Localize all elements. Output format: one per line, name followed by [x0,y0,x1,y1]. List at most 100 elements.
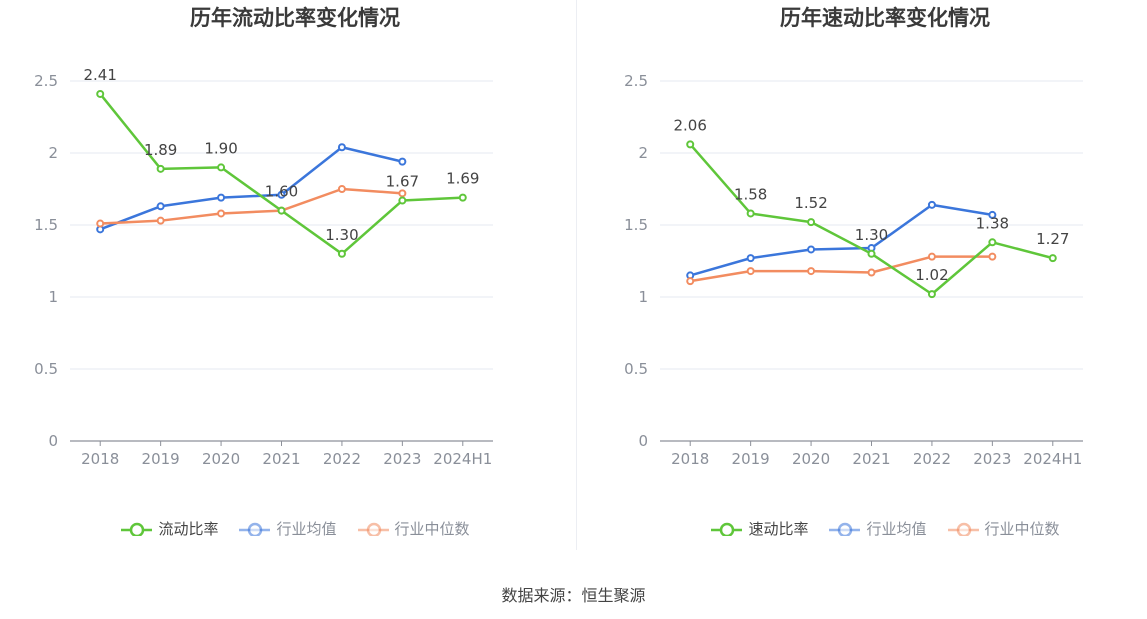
data-point[interactable] [927,200,936,209]
legend-item[interactable]: 行业中位数 [357,518,470,539]
legend-swatch-icon [357,522,389,536]
data-label: 1.52 [794,194,827,212]
data-point[interactable] [807,267,816,276]
y-tick-label: 2.5 [34,72,58,90]
legend-label: 行业均值 [866,520,927,538]
data-source-note: 数据来源：恒生聚源 [501,586,646,605]
data-point[interactable] [1048,254,1057,263]
x-tick-label: 2022 [323,450,361,468]
legend-item[interactable]: 流动比率 [120,518,218,539]
x-tick-label: 2022 [913,450,951,468]
data-point[interactable] [746,254,755,263]
data-point[interactable] [337,143,346,152]
legend-label: 行业中位数 [984,520,1060,538]
data-label: 1.30 [855,226,888,244]
series-line [100,187,403,225]
legend-item[interactable]: 速动比率 [710,518,808,539]
legend-swatch-icon [711,522,743,536]
y-tick-label: 1.5 [624,216,648,234]
current-ratio-chart: 0 0.5 1 1.5 2 2.5 2018 2019 2020 2021 2022 2023 2024… [34,66,493,468]
data-point[interactable] [398,157,407,166]
chart-legend: 流动比率 行业均值 行业中位数 [15,518,575,539]
data-point[interactable] [458,193,467,202]
data-point[interactable] [807,245,816,254]
chart-title: 历年速动比率变化情况 [780,6,990,30]
legend-label: 行业均值 [276,520,337,538]
data-point[interactable] [927,290,936,299]
y-tick-label: 2 [48,144,58,162]
legend-label: 流动比率 [158,520,219,538]
y-tick-label: 0.5 [34,360,58,378]
legend-swatch-icon [121,522,153,536]
data-label: 1.30 [325,226,358,244]
data-point[interactable] [156,216,165,225]
data-point[interactable] [96,89,105,98]
data-point[interactable] [988,238,997,247]
data-point[interactable] [686,277,695,286]
y-tick-label: 2.5 [624,72,648,90]
x-tick-label: 2019 [732,450,770,468]
data-point[interactable] [337,185,346,193]
legend-item[interactable]: 行业中位数 [947,518,1060,539]
panel-divider [576,0,577,550]
chart-legend: 速动比率 行业均值 行业中位数 [605,518,1147,539]
data-point[interactable] [96,219,105,228]
data-label: 2.41 [84,66,117,84]
data-label: 1.38 [976,214,1009,232]
y-tick-label: 2 [638,144,648,162]
y-tick-label: 1 [48,288,58,306]
data-point[interactable] [746,209,755,218]
data-point[interactable] [277,206,286,215]
data-point[interactable] [398,189,407,198]
legend-swatch-icon [239,522,271,536]
data-label: 1.89 [144,141,177,159]
x-tick-label: 2019 [142,450,180,468]
x-tick-label: 2021 [262,450,300,468]
y-tick-label: 1.5 [34,216,58,234]
chart-title: 历年流动比率变化情况 [190,6,400,30]
data-label: 1.90 [204,139,237,157]
data-point[interactable] [988,210,997,219]
data-point[interactable] [988,252,997,261]
x-tick-label: 2024H1 [1023,450,1082,468]
legend-item[interactable]: 行业均值 [828,518,927,539]
x-tick-label: 2021 [852,450,890,468]
series-line [99,145,403,231]
data-label: 1.67 [386,173,419,191]
data-point[interactable] [337,249,346,258]
series-line [689,203,993,277]
data-point[interactable] [277,190,286,199]
data-label: 2.06 [674,116,707,134]
series-line [690,255,993,283]
data-point[interactable] [927,252,936,261]
legend-item[interactable]: 行业均值 [238,518,337,539]
data-point[interactable] [217,163,226,172]
data-point[interactable] [156,164,165,173]
data-point[interactable] [867,268,876,277]
data-point[interactable] [217,193,226,202]
data-point[interactable] [686,140,695,149]
y-tick-label: 0 [638,432,648,450]
x-tick-label: 2020 [792,450,830,468]
legend-label: 速动比率 [748,520,809,538]
data-point[interactable] [867,249,876,258]
data-point[interactable] [398,196,407,205]
x-tick-label: 2023 [973,450,1011,468]
x-tick-label: 2024H1 [433,450,492,468]
data-label: 1.60 [265,183,298,201]
legend-swatch-icon [947,522,979,536]
current-ratio-chart-panel: 历年流动比率变化情况 0 0.5 1 1.5 2 2.5 2018 2019 2020 2021 2… [15,0,575,560]
data-label: 1.02 [915,266,948,284]
x-tick-label: 2020 [202,450,240,468]
legend-swatch-icon [829,522,861,536]
data-point[interactable] [746,267,755,276]
data-point[interactable] [807,218,816,227]
y-tick-label: 1 [638,288,648,306]
y-tick-label: 0.5 [624,360,648,378]
data-point[interactable] [156,202,165,211]
quick-ratio-chart-panel: 历年速动比率变化情况 0 0.5 1 1.5 2 2.5 2018 2019 2020 2021 2… [605,0,1147,560]
data-label: 1.58 [734,185,767,203]
data-point[interactable] [217,209,226,218]
x-tick-label: 2018 [81,450,119,468]
data-label: 1.69 [446,170,479,188]
